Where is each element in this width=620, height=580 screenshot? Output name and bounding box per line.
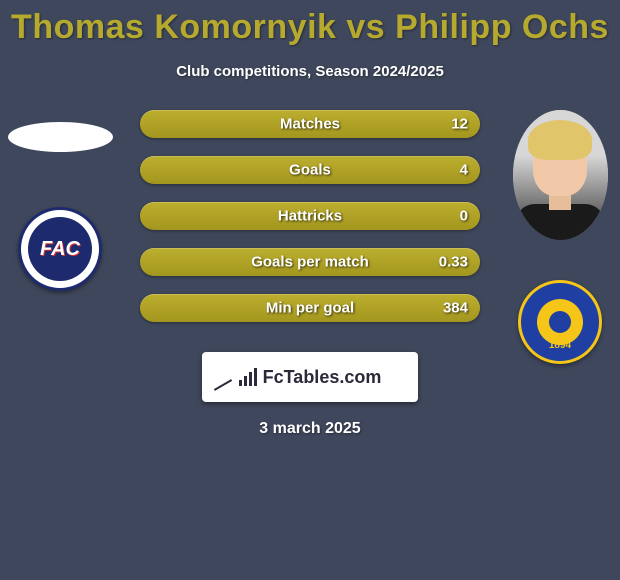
- brand-text: FcTables.com: [263, 367, 382, 388]
- stat-bar: Matches 12: [140, 110, 480, 138]
- stat-bar: Hattricks 0: [140, 202, 480, 230]
- stat-label: Matches: [280, 116, 340, 133]
- player-left-club-badge: FAC: [18, 207, 102, 291]
- comparison-content: FAC 1894 Matches 12 Goals 4 Hattricks: [0, 110, 620, 322]
- subtitle: Club competitions, Season 2024/2025: [0, 63, 620, 80]
- player-left-column: FAC: [0, 110, 120, 291]
- brand-pill[interactable]: FcTables.com: [202, 352, 418, 402]
- player-left-avatar-placeholder: [8, 122, 113, 152]
- stat-label: Goals per match: [251, 254, 369, 271]
- player-right-club-badge: 1894: [518, 280, 602, 364]
- stat-value-right: 0.33: [439, 254, 468, 271]
- stat-label: Hattricks: [278, 208, 342, 225]
- stat-value-right: 4: [460, 162, 468, 179]
- stat-label: Min per goal: [266, 300, 354, 317]
- player-right-column: 1894: [500, 110, 620, 364]
- stat-label: Goals: [289, 162, 331, 179]
- bar-chart-icon: [239, 368, 257, 386]
- stat-bar: Goals per match 0.33: [140, 248, 480, 276]
- stat-value-right: 0: [460, 208, 468, 225]
- stat-bar: Min per goal 384: [140, 294, 480, 322]
- club-badge-text: FAC: [28, 217, 92, 281]
- stat-value-right: 12: [451, 116, 468, 133]
- date-label: 3 march 2025: [0, 420, 620, 438]
- stat-value-right: 384: [443, 300, 468, 317]
- page-title: Thomas Komornyik vs Philipp Ochs: [0, 0, 620, 47]
- player-right-avatar: [513, 110, 608, 240]
- stat-bar: Goals 4: [140, 156, 480, 184]
- stat-bars: Matches 12 Goals 4 Hattricks 0 Goals per…: [140, 110, 480, 322]
- club-badge-year: 1894: [521, 340, 599, 351]
